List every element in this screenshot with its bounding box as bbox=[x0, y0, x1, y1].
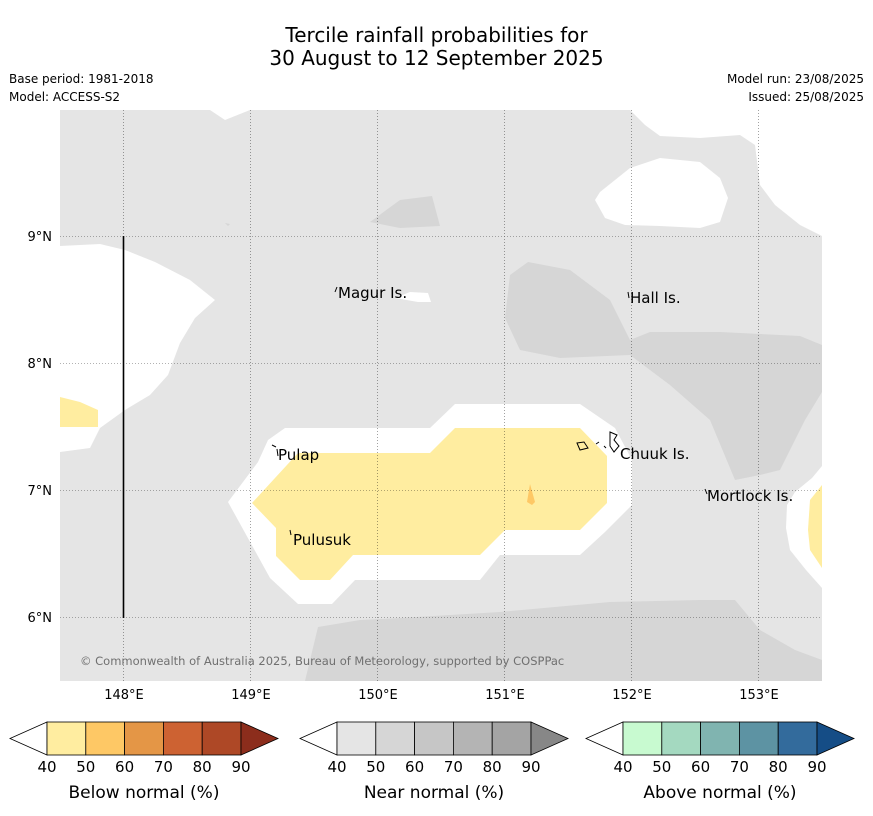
colorbar-tick-label: 70 bbox=[154, 758, 173, 776]
colorbar-title: Above normal (%) bbox=[643, 783, 796, 803]
meta-left: Base period: 1981-2018 Model: ACCESS-S2 bbox=[9, 70, 154, 106]
colorbar-title: Near normal (%) bbox=[364, 783, 504, 803]
no-dominant-region-magur-patch bbox=[395, 292, 431, 302]
colorbar-tick-label: 80 bbox=[769, 758, 788, 776]
colorbar-segment bbox=[414, 721, 454, 756]
copyright-text: © Commonwealth of Australia 2025, Bureau… bbox=[80, 654, 564, 668]
colorbar-left-arrow bbox=[299, 721, 338, 756]
colorbar-tick-label: 60 bbox=[405, 758, 424, 776]
colorbar-segment bbox=[700, 721, 740, 756]
no-dominant-region-northeast-hole bbox=[595, 158, 728, 228]
colorbar-segment bbox=[452, 721, 493, 756]
colorbar-segment bbox=[491, 721, 532, 756]
lon-label-151e: 151°E bbox=[485, 688, 525, 703]
colorbar-tick-label: 80 bbox=[193, 758, 212, 776]
model-run-text: Model run: 23/08/2025 bbox=[726, 72, 864, 86]
colorbar-segment bbox=[46, 721, 87, 756]
lat-label-6n: 6°N bbox=[28, 611, 53, 626]
colorbar-segment bbox=[162, 721, 203, 756]
place-label-mortlock: Mortlock Is. bbox=[707, 487, 793, 505]
hall-island-marker bbox=[627, 291, 630, 299]
colorbar-segment bbox=[85, 721, 126, 756]
colorbar-segment bbox=[375, 721, 416, 756]
colorbar-segment bbox=[661, 721, 702, 756]
colorbar-right-arrow bbox=[240, 721, 279, 756]
place-label-chuuk: Chuuk Is. bbox=[620, 445, 689, 463]
colorbar-tick-label: 90 bbox=[807, 758, 826, 776]
legend-near-normal: 40 50 60 70 80 90 Near normal (%) bbox=[299, 721, 569, 803]
place-labels: Magur Is. Hall Is. Pulap Chuuk Is. Mortl… bbox=[278, 284, 793, 549]
colorbar-segment bbox=[738, 721, 779, 756]
colorbar-tick-label: 40 bbox=[37, 758, 56, 776]
colorbar-tick-label: 80 bbox=[483, 758, 502, 776]
colorbar-segment bbox=[336, 721, 377, 756]
colorbar-right-arrow bbox=[816, 721, 855, 756]
latitude-labels: 9°N 8°N 7°N 6°N bbox=[28, 230, 53, 626]
below-normal-40-region-east bbox=[808, 485, 822, 568]
colorbar-tick-label: 50 bbox=[76, 758, 95, 776]
map-panel: © Commonwealth of Australia 2025, Bureau… bbox=[60, 110, 822, 681]
island-markers bbox=[271, 286, 708, 536]
below-normal-40-region-main bbox=[252, 428, 607, 580]
colorbar-title: Below normal (%) bbox=[69, 783, 220, 803]
colorbar-left-arrow bbox=[9, 721, 48, 756]
longitude-labels: 148°E 149°E 150°E 151°E 152°E 153°E bbox=[104, 688, 779, 703]
model-text: Model: ACCESS-S2 bbox=[9, 90, 121, 104]
lon-label-152e: 152°E bbox=[612, 688, 652, 703]
lat-label-7n: 7°N bbox=[28, 484, 53, 499]
colorbar-segment bbox=[622, 721, 663, 756]
below-normal-40-region-west bbox=[60, 397, 98, 427]
colorbar-tick-label: 60 bbox=[691, 758, 710, 776]
colorbar-tick-label: 50 bbox=[652, 758, 671, 776]
colorbar-tick-label: 70 bbox=[730, 758, 749, 776]
legend-below-normal: 40 50 60 70 80 90 Below normal (%) bbox=[9, 721, 279, 803]
lon-label-153e: 153°E bbox=[739, 688, 779, 703]
place-label-magur: Magur Is. bbox=[338, 284, 407, 302]
colorbar-segment bbox=[201, 721, 242, 756]
title-line-1: Tercile rainfall probabilities for bbox=[285, 23, 588, 47]
colorbar-tick-label: 90 bbox=[231, 758, 250, 776]
place-label-hall: Hall Is. bbox=[630, 289, 681, 307]
lon-label-148e: 148°E bbox=[104, 688, 144, 703]
colorbar-tick-label: 70 bbox=[444, 758, 463, 776]
colorbar-tick-label: 50 bbox=[366, 758, 385, 776]
lat-label-8n: 8°N bbox=[28, 357, 53, 372]
meta-right: Model run: 23/08/2025 Issued: 25/08/2025 bbox=[727, 70, 864, 106]
issued-text: Issued: 25/08/2025 bbox=[748, 90, 864, 104]
pulusuk-island-marker bbox=[289, 529, 292, 536]
near-normal-50-region-east bbox=[505, 262, 822, 480]
lon-label-150e: 150°E bbox=[358, 688, 398, 703]
colorbar-segment bbox=[777, 721, 818, 756]
colorbar-tick-label: 40 bbox=[613, 758, 632, 776]
colorbar-segment bbox=[124, 721, 164, 756]
below-normal-50-region-spot bbox=[527, 484, 535, 505]
place-label-pulusuk: Pulusuk bbox=[293, 531, 351, 549]
lat-label-9n: 9°N bbox=[28, 230, 53, 245]
base-period-text: Base period: 1981-2018 bbox=[9, 72, 154, 86]
near-normal-50-region-north bbox=[370, 196, 440, 228]
colorbar-right-arrow bbox=[530, 721, 569, 756]
colorbar-tick-label: 40 bbox=[327, 758, 346, 776]
legend-above-normal: 40 50 60 70 80 90 Above normal (%) bbox=[585, 721, 855, 803]
place-label-pulap: Pulap bbox=[278, 446, 319, 464]
no-dominant-region-top-left bbox=[60, 110, 250, 120]
colorbar-tick-label: 60 bbox=[115, 758, 134, 776]
magur-island-marker bbox=[334, 286, 338, 293]
chuuk-island-marker bbox=[576, 431, 620, 453]
lon-label-149e: 149°E bbox=[231, 688, 271, 703]
title-line-2: 30 August to 12 September 2025 bbox=[269, 46, 604, 70]
no-dominant-region-top-right bbox=[630, 110, 822, 236]
pulap-island-marker bbox=[271, 444, 279, 457]
mortlock-island-marker bbox=[704, 488, 708, 495]
colorbar-tick-label: 90 bbox=[521, 758, 540, 776]
near-normal-50-region-top-left bbox=[225, 223, 230, 226]
near-normal-50-region-south bbox=[305, 600, 822, 681]
colorbar-left-arrow bbox=[585, 721, 624, 756]
no-dominant-region-west bbox=[60, 244, 215, 452]
